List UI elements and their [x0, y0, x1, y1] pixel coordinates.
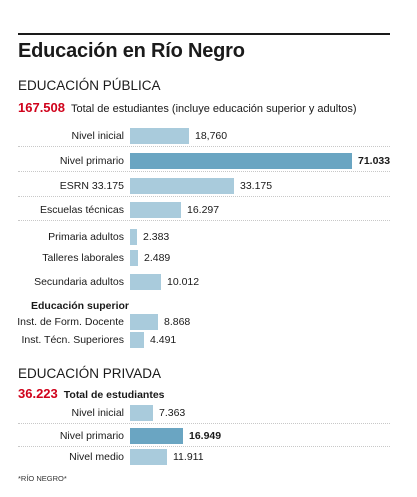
bar: [130, 178, 234, 194]
bar: [130, 314, 158, 330]
footnote: *RÍO NEGRO*: [18, 474, 67, 483]
chart-row: Escuelas técnicas 16.297: [0, 202, 417, 221]
chart-row: Nivel primario 71.033: [0, 153, 417, 172]
bar: [130, 153, 352, 169]
bar: [130, 250, 138, 266]
page-title: Educación en Río Negro: [18, 40, 245, 62]
category-label: Secundaria adultos: [34, 276, 124, 288]
bar: [130, 229, 137, 245]
higher-education-heading: Educación superior: [31, 300, 130, 312]
chart-row: Nivel inicial 18,760: [0, 128, 417, 147]
chart-row: Inst. de Form. Docente 8.868: [0, 314, 417, 330]
category-label: Nivel primario: [59, 155, 124, 167]
value-label: 71.033: [358, 155, 391, 167]
private-total-value: 36.223: [18, 386, 58, 401]
value-label: 16.297: [187, 204, 220, 216]
value-label: 16.949: [189, 430, 222, 442]
category-label: Nivel primario: [59, 430, 124, 442]
category-label: Inst. de Form. Docente: [17, 316, 124, 328]
chart-row: Nivel primario 16.949: [0, 428, 417, 447]
category-label: ESRN 33.175: [59, 180, 124, 192]
private-total-label: Total de estudiantes: [63, 389, 165, 401]
public-section-heading: EDUCACIÓN PÚBLICA: [18, 78, 161, 93]
public-total-label: Total de estudiantes (incluye educación …: [71, 103, 357, 115]
category-label: Nivel inicial: [71, 130, 124, 142]
public-total-row: 167.508 Total de estudiantes (incluye edu…: [18, 100, 357, 115]
top-rule: [18, 33, 390, 35]
bar: [130, 332, 144, 348]
public-total-value: 167.508: [18, 100, 65, 115]
category-label: Nivel inicial: [71, 407, 124, 419]
value-label: 8.868: [164, 316, 191, 328]
category-label: Primaria adultos: [48, 231, 124, 243]
value-label: 11.911: [173, 451, 204, 463]
value-label: 33.175: [240, 180, 273, 192]
value-label: 10.012: [167, 276, 200, 288]
chart-row: Nivel medio 11.911: [0, 449, 417, 465]
category-label: Escuelas técnicas: [39, 204, 124, 216]
chart-row: Primaria adultos 2.383: [0, 229, 417, 245]
value-label: 2.489: [144, 252, 171, 264]
chart-row: Secundaria adultos 10.012: [0, 274, 417, 290]
bar: [130, 405, 153, 421]
chart-row: ESRN 33.175 33.175: [0, 178, 417, 197]
private-total-row: 36.223 Total de estudiantes: [18, 386, 165, 401]
bar: [130, 449, 167, 465]
chart-row: Talleres laborales 2.489: [0, 250, 417, 266]
value-label: 4.491: [150, 334, 177, 346]
category-label: Nivel medio: [69, 451, 124, 463]
chart-row: Inst. Técn. Superiores 4.491: [0, 332, 417, 348]
bar: [130, 428, 183, 444]
category-label: Talleres laborales: [42, 252, 124, 264]
chart-row: Nivel inicial 7.363: [0, 405, 417, 424]
value-label: 18,760: [195, 130, 228, 142]
category-label: Inst. Técn. Superiores: [21, 334, 124, 346]
bar: [130, 128, 189, 144]
bar: [130, 202, 181, 218]
value-label: 2.383: [143, 231, 170, 243]
value-label: 7.363: [159, 407, 186, 419]
bar: [130, 274, 161, 290]
private-section-heading: EDUCACIÓN PRIVADA: [18, 366, 162, 381]
